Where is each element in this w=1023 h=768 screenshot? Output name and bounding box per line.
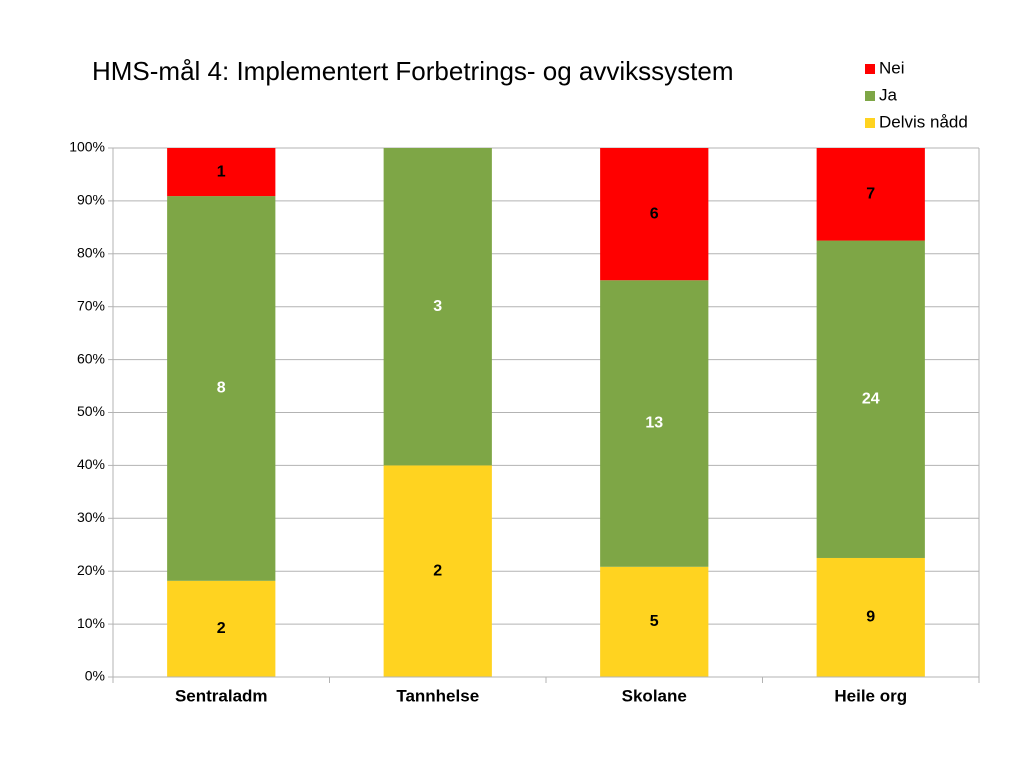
bar-segment (600, 566, 709, 677)
y-tick-label: 40% (77, 456, 105, 472)
data-label: 24 (862, 390, 880, 407)
legend-label: Delvis nådd (879, 112, 968, 131)
data-label: 13 (645, 415, 663, 432)
bar-segment (816, 557, 925, 677)
legend-swatch (865, 64, 875, 74)
data-label: 2 (217, 620, 226, 637)
bar-segment (383, 148, 492, 466)
x-tick-label: Heile org (834, 686, 907, 705)
bar-segment (600, 148, 709, 281)
x-tick-label: Sentraladm (175, 686, 268, 705)
y-tick-label: 50% (77, 403, 105, 419)
data-label: 6 (650, 205, 659, 222)
legend-swatch (865, 118, 875, 128)
bar-segment (816, 240, 925, 558)
data-label: 7 (866, 186, 875, 203)
data-label: 2 (433, 562, 442, 579)
bar-segment (600, 280, 709, 567)
x-tick-label: Skolane (622, 686, 687, 705)
y-tick-label: 10% (77, 615, 105, 631)
y-tick-label: 80% (77, 245, 105, 261)
bar-segment (383, 465, 492, 677)
bar-segment (816, 148, 925, 241)
bar-segment (167, 148, 276, 197)
data-label: 9 (866, 609, 875, 626)
data-label: 8 (217, 380, 226, 397)
chart-title: HMS-mål 4: Implementert Forbetrings- og … (92, 56, 734, 86)
legend-label: Ja (879, 85, 898, 104)
legend-swatch (865, 91, 875, 101)
data-label: 5 (650, 613, 659, 630)
y-tick-label: 20% (77, 562, 105, 578)
bar-segment (167, 196, 276, 581)
data-label: 3 (433, 298, 442, 315)
y-tick-label: 0% (85, 668, 105, 684)
data-label: 1 (217, 163, 226, 180)
y-tick-label: 90% (77, 192, 105, 208)
bar-segment (167, 580, 276, 677)
x-tick-label: Tannhelse (396, 686, 479, 705)
y-tick-label: 30% (77, 509, 105, 525)
legend-label: Nei (879, 58, 905, 77)
y-tick-label: 70% (77, 297, 105, 313)
y-tick-label: 60% (77, 350, 105, 366)
y-tick-label: 100% (69, 139, 105, 155)
